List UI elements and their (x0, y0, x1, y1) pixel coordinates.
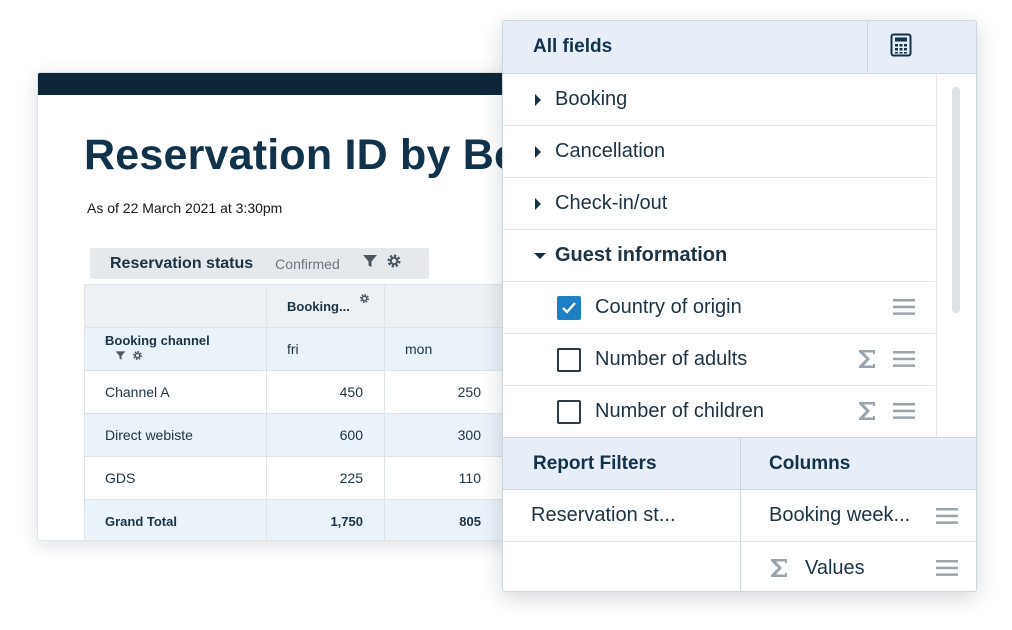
calculator-icon (890, 33, 912, 62)
field-number-of-children[interactable]: Number of children (503, 386, 935, 438)
cell-value: 450 (266, 370, 385, 414)
field-number-of-adults[interactable]: Number of adults (503, 334, 935, 386)
caret-down-icon (533, 251, 555, 261)
cell-value: 225 (266, 456, 385, 500)
field-label: Number of adults (595, 348, 748, 370)
panel-header: All fields (503, 21, 976, 74)
pivot-column-header: mon (384, 327, 503, 371)
cell-value: 250 (384, 370, 503, 414)
report-filters-header: Report Filters (503, 438, 740, 490)
cell-value: 300 (384, 413, 503, 457)
field-label: Number of children (595, 400, 764, 422)
report-topbar (38, 73, 596, 95)
column-item-label: Values (805, 556, 865, 579)
field-group-label: Guest information (555, 244, 728, 266)
drag-handle-icon[interactable] (936, 507, 958, 531)
gear-icon[interactable] (386, 253, 402, 274)
caret-right-icon (533, 197, 555, 211)
field-group-label: Cancellation (555, 140, 666, 162)
report-title: Reservation ID by Boo (84, 131, 547, 179)
calculator-button[interactable] (867, 21, 976, 74)
cell-value: 110 (384, 456, 503, 500)
cell-value: 600 (266, 413, 385, 457)
zone-divider (740, 438, 741, 591)
field-list-panel: All fields Booking Cancellation (502, 20, 977, 592)
funnel-icon[interactable] (362, 253, 378, 274)
filter-label: Reservation status (110, 254, 254, 272)
field-group-check-in-out[interactable]: Check-in/out (503, 178, 935, 230)
field-group-booking[interactable]: Booking (503, 74, 935, 126)
report-filter-item-label: Reservation st... (531, 504, 676, 526)
report-filter-bar[interactable]: Reservation status Confirmed (90, 248, 429, 279)
pivot-row-field[interactable]: Booking channel (84, 327, 267, 371)
funnel-icon[interactable] (115, 348, 126, 364)
columns-header: Columns (741, 438, 976, 490)
gear-icon[interactable] (132, 348, 143, 364)
report-filter-empty-slot[interactable] (503, 542, 740, 591)
field-label: Country of origin (595, 296, 742, 318)
row-label: Grand Total (84, 499, 267, 540)
sigma-icon (769, 556, 789, 580)
report-subtitle: As of 22 March 2021 at 3:30pm (87, 200, 283, 216)
field-group-cancellation[interactable]: Cancellation (503, 126, 935, 178)
gear-icon[interactable] (359, 291, 370, 307)
field-country-of-origin[interactable]: Country of origin (503, 282, 935, 334)
report-filter-item[interactable]: Reservation st... (503, 490, 740, 542)
pivot-column-field[interactable]: Booking... (266, 284, 385, 328)
pivot-empty-header-cell (384, 284, 503, 328)
cell-value: 805 (384, 499, 503, 540)
pivot-corner-cell (84, 284, 267, 328)
scrollbar-thumb[interactable] (952, 87, 960, 313)
sigma-icon (857, 399, 877, 429)
row-label: Direct webiste (84, 413, 267, 457)
field-list: Booking Cancellation Check-in/out Guest … (503, 74, 935, 438)
sigma-icon (857, 347, 877, 377)
pivot-row-field-label: Booking channel (105, 333, 210, 348)
caret-right-icon (533, 93, 555, 107)
pivot-zones: Report Filters Columns Reservation st...… (503, 437, 976, 591)
filter-value[interactable]: Confirmed (275, 255, 340, 272)
drag-handle-icon[interactable] (936, 559, 958, 583)
column-item-values[interactable]: Values (741, 542, 976, 591)
check-icon (562, 301, 576, 314)
drag-handle-icon[interactable] (893, 298, 915, 322)
column-item-label: Booking week... (769, 504, 911, 526)
field-group-guest-information[interactable]: Guest information (503, 230, 935, 282)
field-group-label: Check-in/out (555, 192, 668, 214)
field-group-label: Booking (555, 88, 628, 110)
column-item-booking-week[interactable]: Booking week... (741, 490, 976, 542)
caret-right-icon (533, 145, 555, 159)
drag-handle-icon[interactable] (893, 350, 915, 374)
field-checkbox[interactable] (557, 399, 581, 424)
table-row: Channel A 450 250 (84, 370, 596, 414)
row-label: GDS (84, 456, 267, 500)
field-checkbox[interactable] (557, 347, 581, 372)
panel-title: All fields (533, 36, 613, 57)
row-label: Channel A (84, 370, 267, 414)
cell-value: 1,750 (266, 499, 385, 540)
pivot-column-header: fri (266, 327, 385, 371)
field-checkbox[interactable] (557, 295, 581, 320)
drag-handle-icon[interactable] (893, 402, 915, 426)
pivot-column-field-label: Booking... (287, 299, 350, 314)
